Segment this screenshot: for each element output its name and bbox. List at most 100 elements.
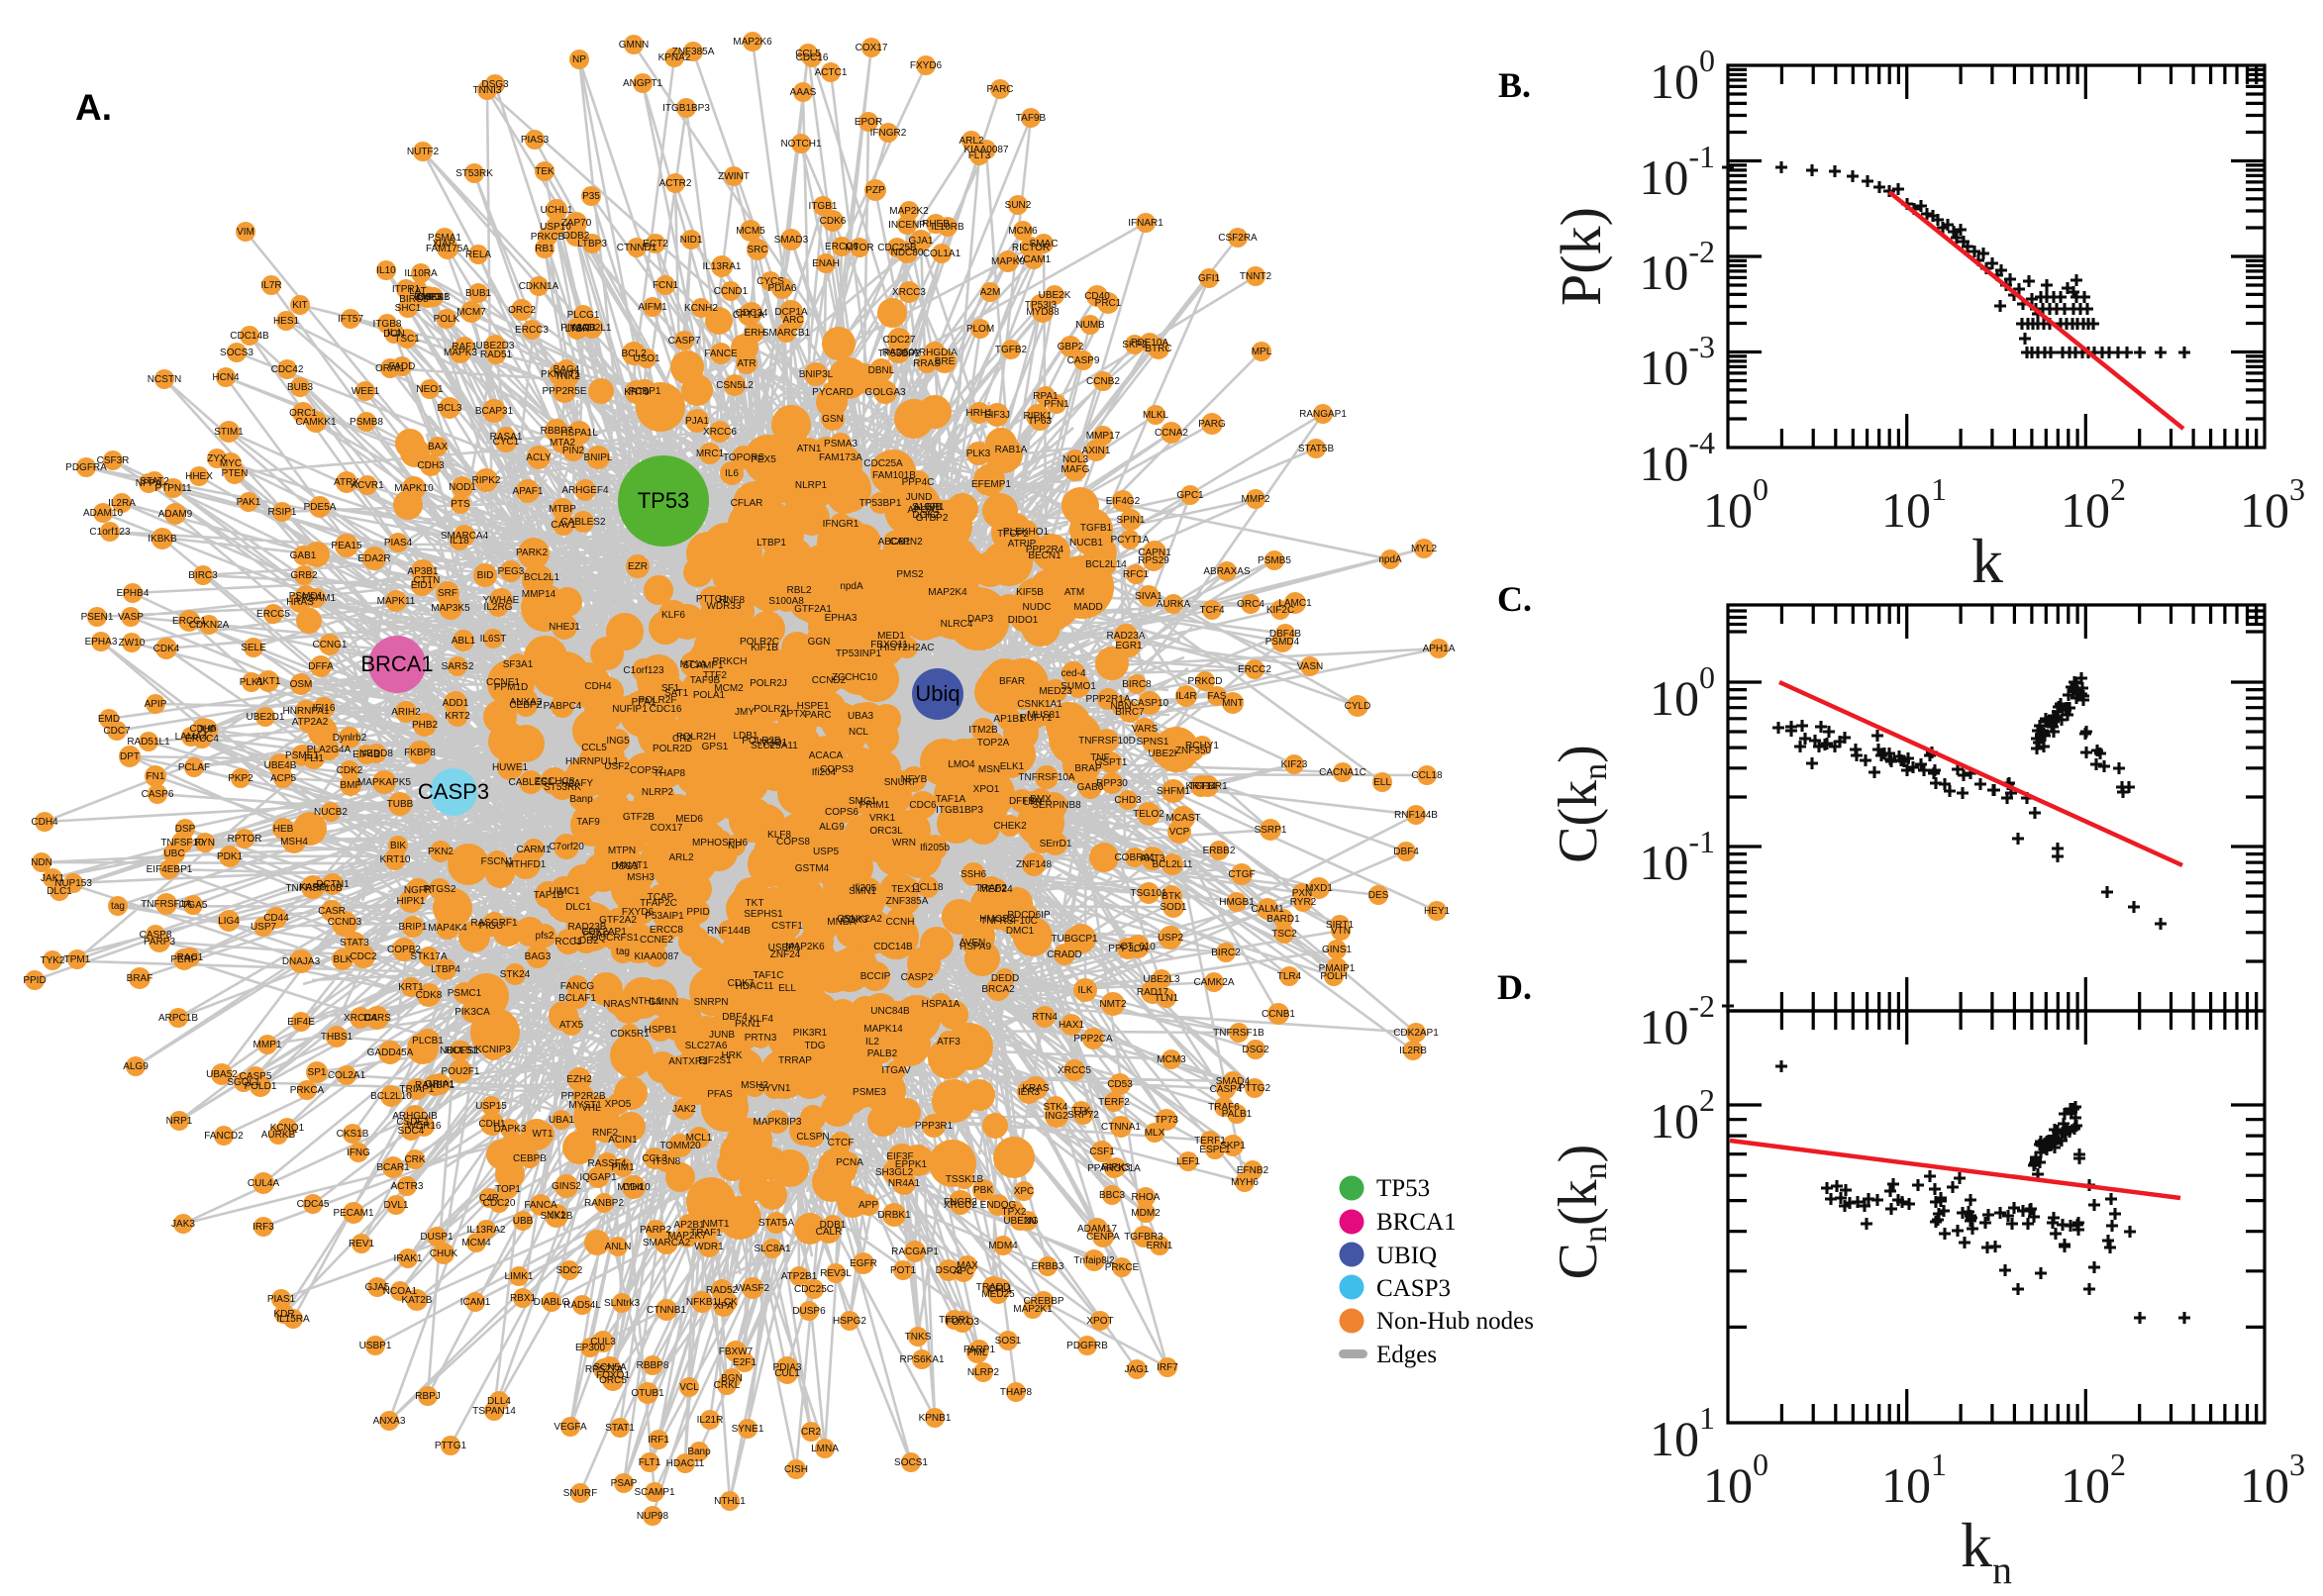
svg-text:BECN1: BECN1 [1028,550,1061,561]
svg-text:ATR: ATR [737,358,756,369]
svg-text:PDK1: PDK1 [217,851,244,862]
svg-text:ORC4: ORC4 [1237,599,1264,610]
svg-text:KLF6: KLF6 [661,610,685,621]
svg-text:ORC2: ORC2 [508,305,536,316]
svg-text:CASP6: CASP6 [142,789,174,800]
svg-text:GMNN: GMNN [619,40,650,50]
svg-text:SCAMP1: SCAMP1 [634,1487,675,1498]
svg-text:KLF8: KLF8 [767,830,791,841]
svg-text:TTF2: TTF2 [703,670,727,681]
svg-text:DEDD: DEDD [991,973,1019,984]
svg-text:PDGFRA: PDGFRA [65,462,107,473]
svg-text:CFLAR: CFLAR [731,498,763,509]
svg-text:UBE4B: UBE4B [264,760,297,771]
svg-text:DIDO1: DIDO1 [1008,615,1039,626]
svg-text:LMNA: LMNA [811,1444,839,1454]
svg-text:HSPE1: HSPE1 [797,701,830,712]
svg-text:POU2F1: POU2F1 [442,1066,480,1077]
svg-text:pfs2: pfs2 [536,931,555,942]
svg-text:P(k): P(k) [1549,207,1613,306]
svg-text:KRT14: KRT14 [1186,781,1217,792]
svg-text:BTK: BTK [1162,891,1181,902]
svg-text:XPO1: XPO1 [973,784,1000,795]
svg-text:UBE2L3: UBE2L3 [1143,974,1180,985]
svg-text:LDB1: LDB1 [733,731,758,742]
svg-text:DBF4B: DBF4B [1269,629,1302,640]
svg-text:CHD3: CHD3 [1114,795,1142,806]
svg-text:IRF1: IRF1 [648,1435,669,1446]
svg-text:MNAT1: MNAT1 [615,860,649,871]
svg-text:MLKL: MLKL [1143,410,1169,421]
svg-text:CALM1: CALM1 [1251,904,1284,915]
svg-text:CYLD: CYLD [1345,701,1371,712]
svg-text:PLA2G4A: PLA2G4A [307,745,352,755]
svg-text:PSME3: PSME3 [853,1087,886,1098]
svg-text:HCLS1: HCLS1 [446,1046,478,1056]
svg-text:ATF3: ATF3 [937,1037,960,1047]
svg-text:AVEN: AVEN [960,938,986,948]
svg-text:ZNF24: ZNF24 [770,949,801,960]
svg-text:MAPK3: MAPK3 [444,348,477,358]
svg-text:GTF2A1: GTF2A1 [794,604,832,615]
svg-text:TSSK1B: TSSK1B [946,1174,984,1185]
svg-text:DDB2: DDB2 [563,231,590,242]
svg-text:IFT57: IFT57 [338,314,364,325]
svg-text:FCN1: FCN1 [653,280,679,291]
svg-text:GSN: GSN [822,414,844,425]
svg-text:MAP3K5: MAP3K5 [431,603,470,614]
svg-text:CUL3: CUL3 [590,1337,616,1347]
svg-text:KDR: KDR [273,1309,294,1320]
svg-text:FANCA: FANCA [524,1200,557,1211]
svg-text:KPNB1: KPNB1 [919,1413,952,1424]
svg-text:NUCB2: NUCB2 [314,807,348,818]
svg-text:PMS2: PMS2 [896,569,924,580]
svg-text:PLK1: PLK1 [240,677,264,688]
svg-text:MAP2K4: MAP2K4 [928,587,967,598]
svg-text:USBP1: USBP1 [359,1341,392,1351]
svg-text:TUBB: TUBB [387,799,414,810]
svg-text:NFYB: NFYB [901,774,928,785]
svg-text:IL4R: IL4R [1175,691,1196,702]
svg-text:SErrD1: SErrD1 [1040,839,1072,849]
svg-text:Ubiq: Ubiq [915,681,960,706]
svg-text:TLR4: TLR4 [1277,971,1302,982]
svg-text:MED6: MED6 [675,814,703,825]
svg-text:CDC20: CDC20 [483,1198,516,1209]
svg-text:DUSP1: DUSP1 [420,1232,454,1243]
svg-text:PBK: PBK [973,1185,993,1196]
svg-text:GAB1: GAB1 [290,550,317,561]
svg-text:ITGAV: ITGAV [881,1065,911,1076]
svg-text:PAK1: PAK1 [237,497,261,508]
svg-text:CASP4: CASP4 [1210,1084,1243,1095]
svg-text:PSMC1: PSMC1 [448,988,482,999]
svg-text:FLT1: FLT1 [639,1457,661,1468]
svg-text:SNURF: SNURF [563,1488,597,1499]
svg-text:EIF3F: EIF3F [886,1151,913,1162]
svg-text:XRCC4: XRCC4 [344,1013,377,1024]
svg-text:TNFRSF1B: TNFRSF1B [1213,1028,1264,1039]
svg-text:STAT3: STAT3 [340,938,369,948]
svg-text:SLC8A1: SLC8A1 [754,1244,791,1254]
svg-text:BCAR1: BCAR1 [376,1162,410,1173]
svg-text:TP53: TP53 [638,488,690,513]
svg-text:MLX: MLX [1145,1128,1165,1139]
svg-text:CCNB1: CCNB1 [1262,1009,1295,1020]
svg-text:npdA: npdA [840,581,863,592]
svg-text:CAV1: CAV1 [551,520,576,531]
svg-text:ZAP70: ZAP70 [561,218,592,229]
svg-text:ERCC3: ERCC3 [515,325,549,336]
svg-text:RUFY1: RUFY1 [1020,713,1053,724]
svg-text:KIT: KIT [292,300,308,311]
svg-text:POT1: POT1 [890,1265,917,1276]
svg-text:PPP2CA: PPP2CA [1073,1034,1113,1045]
svg-text:CCND3: CCND3 [328,917,362,928]
svg-text:BCLAF1: BCLAF1 [558,993,596,1004]
svg-text:TP53: TP53 [1376,1175,1430,1202]
svg-text:CDC27: CDC27 [883,335,916,346]
svg-text:UBIQ: UBIQ [1376,1243,1437,1269]
svg-text:KIF5B: KIF5B [1016,587,1044,598]
svg-text:RYR2: RYR2 [1290,897,1317,908]
svg-text:BMX: BMX [1030,794,1052,805]
svg-text:PIK3R1: PIK3R1 [793,1028,828,1039]
svg-text:k: k [1971,526,2003,596]
